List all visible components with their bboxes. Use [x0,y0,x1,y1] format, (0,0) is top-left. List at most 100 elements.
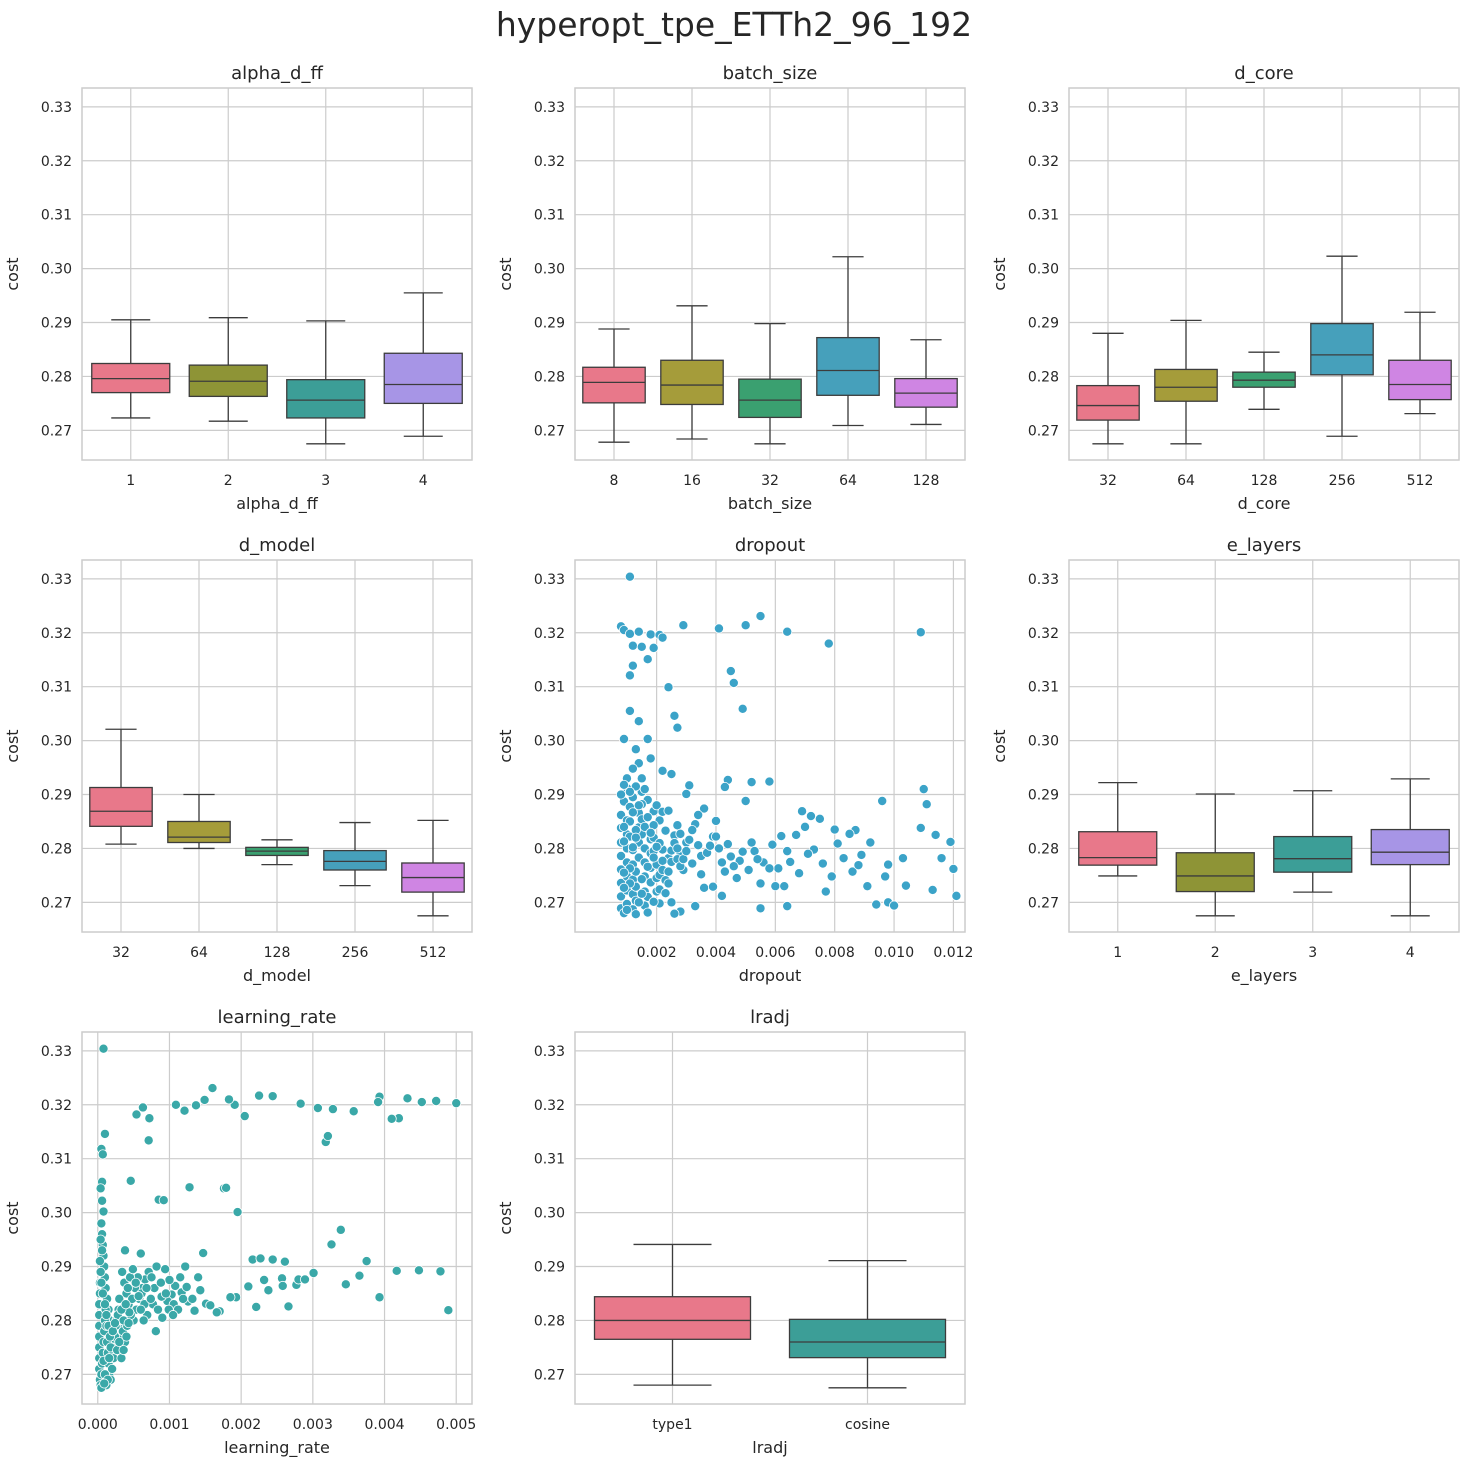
y-tick-label: 0.29 [534,1260,565,1276]
y-tick-label: 0.27 [41,423,72,439]
box-64 [167,793,231,850]
y-tick-label: 0.29 [534,316,565,332]
scatter-point [618,821,629,832]
scatter-point [624,670,635,681]
panel-d-core: 0.27 0.28 0.29 0.30 0.31 0.32 0.33 32 64 128 256 51… [990,63,1460,514]
scatter-point [930,829,941,840]
scatter-point [651,800,662,811]
y-axis-label: cost [990,257,1009,290]
panel-e-layers: 0.27 0.28 0.29 0.30 0.31 0.32 0.33 1 2 3 4 e_layers… [990,535,1460,986]
scatter-point [889,900,900,911]
scatter-point [764,863,775,874]
y-tick-label: 0.32 [41,154,72,170]
box-body [1388,359,1452,401]
box-body [89,786,153,827]
scatter-point [681,788,692,799]
scatter-point [636,888,647,899]
scatter-point [642,654,653,665]
scatter-point [660,825,671,836]
y-tick-label: 0.31 [534,1152,565,1168]
panel-lradj: 0.27 0.28 0.29 0.30 0.31 0.32 0.33 type1 cosine l… [496,1007,966,1457]
scatter-point [746,777,757,788]
scatter-point [618,733,629,744]
y-axis-label: cost [496,729,515,762]
scatter-point [98,1206,109,1217]
scatter-point [802,848,813,859]
axes-frame [1068,87,1460,461]
y-tick-label: 0.27 [534,423,565,439]
scatter-point [168,1310,179,1321]
y-tick-label: 0.32 [41,1098,72,1114]
scatter-point [295,1098,306,1109]
scatter-point [101,1310,112,1321]
scatter-point [95,1266,106,1277]
box-512 [1388,311,1452,415]
subplot-title: d_model [239,535,315,556]
axes-frame [81,1031,473,1405]
scatter-point [945,836,956,847]
x-tick-label: 32 [1099,473,1117,489]
scatter-point [283,1301,294,1312]
box-2 [1175,793,1255,917]
x-tick-label: 0.006 [755,945,795,961]
scatter-point [630,909,641,920]
y-tick-label: 0.27 [41,895,72,911]
scatter-point [95,1234,106,1245]
scatter-point [669,908,680,919]
y-tick-label: 0.28 [534,369,565,385]
box-body [1078,831,1158,866]
scatter-points [94,1043,462,1393]
scatter-point [713,843,724,854]
scatter-point [374,1292,385,1303]
y-tick-label: 0.30 [534,262,565,278]
x-tick-label: 512 [1407,473,1434,489]
scatter-point [645,827,656,838]
scatter-point [104,1353,115,1364]
scatter-point [642,861,653,872]
y-tick-label: 0.28 [1028,369,1059,385]
scatter-point [856,849,867,860]
x-axis-label: e_layers [1231,966,1297,986]
x-tick-label: 128 [264,945,291,961]
x-tick-label: 0.001 [149,1417,189,1433]
scatter-point [853,860,864,871]
scatter-point [616,891,627,902]
box-body [738,378,802,419]
box-body [816,336,880,396]
x-axis-label: alpha_d_ff [236,494,319,514]
x-tick-label: 0.004 [696,945,736,961]
scatter-point [951,890,962,901]
y-axis-label: cost [3,257,22,290]
scatter-point [402,1093,413,1104]
scatter-point [361,1256,372,1267]
axes-frame [574,559,966,933]
axes-frame [574,87,966,461]
box-128 [245,839,309,866]
scatter-point [871,899,882,910]
box-256 [323,821,387,887]
subplot-title: lradj [750,1007,790,1028]
scatter-point [164,1275,175,1286]
scatter-point [663,866,674,877]
scatter-point [160,1288,171,1299]
x-tick-label: 16 [683,473,701,489]
subplot-title: learning_rate [218,1007,337,1028]
scatter-point [716,857,727,868]
box-128 [894,339,958,426]
x-tick-label: 256 [342,945,369,961]
scatter-point [125,1175,136,1186]
scatter-point [618,779,629,790]
box-body [660,359,724,406]
scatter-point [633,897,644,908]
box-4 [1370,778,1450,917]
y-tick-label: 0.31 [1028,680,1059,696]
scatter-point [348,1106,359,1117]
x-tick-label: 64 [839,473,857,489]
y-tick-label: 0.33 [534,572,565,588]
scatter-point [927,884,938,895]
y-tick-label: 0.32 [534,1098,565,1114]
scatter-point [170,1099,181,1110]
x-tick-label: 0.000 [78,1417,118,1433]
scatter-point [708,881,719,892]
y-tick-label: 0.27 [534,895,565,911]
